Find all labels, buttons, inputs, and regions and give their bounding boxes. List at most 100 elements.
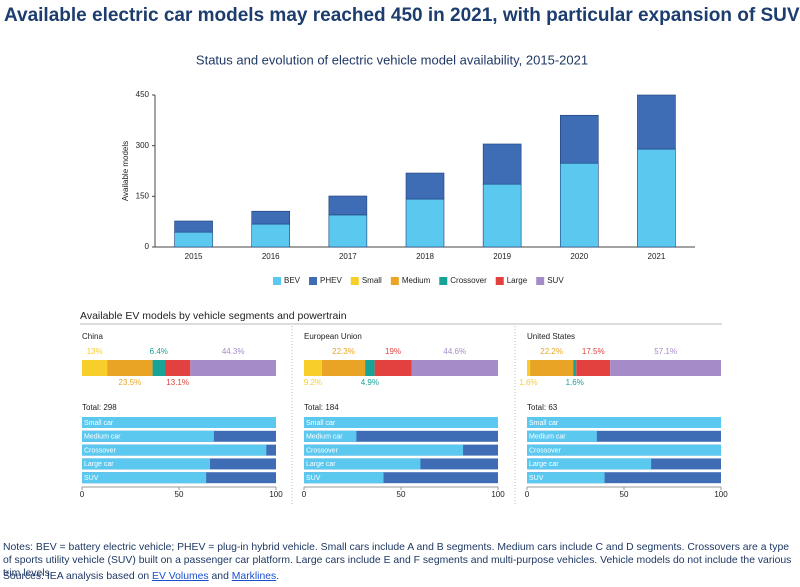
- bar-track: [527, 430, 721, 442]
- x-tick-label: 0: [525, 490, 530, 499]
- panel-total: Total: 298: [82, 403, 117, 412]
- source-link[interactable]: EV Volumes: [152, 571, 209, 582]
- bar: [304, 444, 464, 456]
- share-segment: [411, 360, 498, 376]
- share-segment: [107, 360, 153, 376]
- share-segment: [527, 360, 531, 376]
- bar: [82, 430, 214, 442]
- bar: [304, 430, 357, 442]
- bar-label: Large car: [306, 461, 336, 468]
- x-tick-label: 50: [397, 490, 406, 499]
- bar-segment: [559, 162, 599, 248]
- chart: Available electric car models may reache…: [4, 5, 800, 505]
- share-segment: [321, 360, 366, 376]
- share-label: 1.6%: [566, 378, 584, 387]
- bar-segment: [251, 223, 291, 248]
- source-link[interactable]: Marklines: [231, 571, 277, 582]
- bar-label: Medium car: [529, 434, 566, 441]
- chart-title: Status and evolution of electric vehicle…: [196, 52, 588, 67]
- share-segment: [610, 360, 721, 376]
- bar-label: Crossover: [306, 447, 339, 454]
- bar: [82, 472, 207, 484]
- share-segment: [152, 360, 165, 376]
- y-tick-label: 150: [136, 191, 150, 200]
- bar-label: Medium car: [306, 434, 343, 441]
- bar: [527, 472, 605, 484]
- legend-swatch: [536, 277, 545, 285]
- share-label: 23.5%: [119, 378, 142, 387]
- bar-segment: [482, 183, 522, 248]
- sources-text: and: [208, 571, 232, 582]
- bar-segment: [637, 148, 676, 248]
- x-tick-label: 2021: [648, 252, 666, 261]
- share-segment: [164, 360, 191, 376]
- bar-track: [304, 472, 498, 484]
- bar: [527, 430, 597, 442]
- legend-swatch: [273, 277, 281, 285]
- bar: [527, 458, 652, 470]
- sources-text: Sources: IEA analysis based on: [3, 571, 153, 582]
- legend-swatch: [309, 277, 318, 285]
- bar-segment: [405, 172, 445, 200]
- bar: [304, 417, 498, 428]
- share-label: 57.1%: [654, 347, 677, 356]
- legend-label: PHEV: [320, 276, 342, 285]
- share-segment: [365, 360, 375, 376]
- x-tick-label: 50: [620, 490, 629, 499]
- legend-label: Large: [507, 276, 528, 285]
- panel-total: Total: 63: [527, 403, 558, 412]
- share-label: 4.9%: [361, 378, 379, 387]
- legend-swatch: [390, 277, 399, 285]
- bar-label: SUV: [306, 475, 321, 482]
- bar: [304, 472, 384, 484]
- legend-label: Small: [362, 276, 382, 285]
- x-tick-label: 2015: [185, 252, 203, 261]
- legend-label: BEV: [284, 276, 301, 285]
- share-label: 1.6%: [519, 378, 537, 387]
- bar-segment: [328, 214, 368, 248]
- legend-label: Crossover: [450, 276, 487, 285]
- share-label: 19%: [385, 347, 401, 356]
- share-label: 44.3%: [222, 347, 245, 356]
- share-label: 44.6%: [443, 347, 466, 356]
- x-tick-label: 2018: [416, 252, 434, 261]
- share-segment: [573, 360, 577, 376]
- x-tick-label: 2017: [339, 252, 357, 261]
- legend-label: SUV: [547, 276, 564, 285]
- legend-swatch: [350, 277, 359, 285]
- bar-label: Large car: [84, 461, 114, 468]
- share-label: 22.2%: [540, 347, 563, 356]
- share-segment: [82, 360, 108, 376]
- share-segment: [304, 360, 322, 376]
- panel-title: China: [82, 332, 103, 341]
- bar-track: [304, 430, 498, 442]
- section-title: Available EV models by vehicle segments …: [80, 310, 347, 322]
- bar-label: Medium car: [84, 434, 121, 441]
- share-segment: [374, 360, 412, 376]
- bar-label: Large car: [529, 461, 559, 468]
- share-label: 13%: [87, 347, 103, 356]
- panel-total: Total: 184: [304, 403, 339, 412]
- bar-label: Small car: [529, 420, 559, 427]
- bar-segment: [637, 94, 676, 150]
- notes: Notes: BEV = battery electric vehicle; P…: [3, 542, 792, 579]
- y-tick-label: 0: [145, 242, 150, 251]
- bar-segment: [251, 210, 291, 225]
- bar: [82, 417, 276, 428]
- share-segment: [576, 360, 611, 376]
- share-label: 13.1%: [166, 378, 189, 387]
- bar: [527, 417, 721, 428]
- bar-label: Crossover: [84, 447, 117, 454]
- bar-segment: [174, 231, 213, 248]
- x-tick-label: 100: [714, 490, 728, 499]
- share-segment: [190, 360, 276, 376]
- share-label: 17.5%: [582, 347, 605, 356]
- bar-segment: [405, 198, 445, 248]
- bar: [82, 444, 267, 456]
- bar: [304, 458, 421, 470]
- x-tick-label: 100: [269, 490, 283, 499]
- bar-label: SUV: [84, 475, 99, 482]
- y-tick-label: 300: [136, 141, 150, 150]
- y-tick-label: 450: [136, 90, 150, 99]
